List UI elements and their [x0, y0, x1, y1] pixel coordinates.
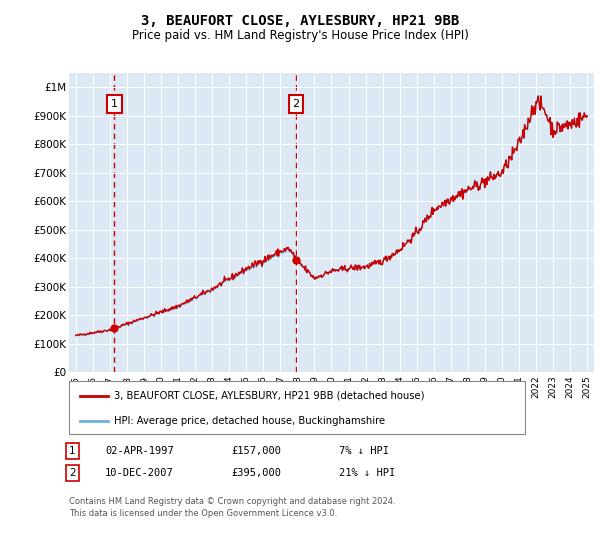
Text: 10-DEC-2007: 10-DEC-2007 — [105, 468, 174, 478]
Text: Contains HM Land Registry data © Crown copyright and database right 2024.
This d: Contains HM Land Registry data © Crown c… — [69, 497, 395, 518]
Text: 02-APR-1997: 02-APR-1997 — [105, 446, 174, 456]
Text: 2: 2 — [292, 99, 299, 109]
Text: HPI: Average price, detached house, Buckinghamshire: HPI: Average price, detached house, Buck… — [114, 416, 385, 426]
Text: Price paid vs. HM Land Registry's House Price Index (HPI): Price paid vs. HM Land Registry's House … — [131, 29, 469, 42]
Text: 1: 1 — [69, 446, 76, 456]
Text: 7% ↓ HPI: 7% ↓ HPI — [339, 446, 389, 456]
Text: £395,000: £395,000 — [231, 468, 281, 478]
Text: 3, BEAUFORT CLOSE, AYLESBURY, HP21 9BB (detached house): 3, BEAUFORT CLOSE, AYLESBURY, HP21 9BB (… — [114, 391, 425, 401]
Text: 2: 2 — [69, 468, 76, 478]
Text: £157,000: £157,000 — [231, 446, 281, 456]
Text: 1: 1 — [110, 99, 118, 109]
Text: 3, BEAUFORT CLOSE, AYLESBURY, HP21 9BB: 3, BEAUFORT CLOSE, AYLESBURY, HP21 9BB — [141, 14, 459, 28]
Text: 21% ↓ HPI: 21% ↓ HPI — [339, 468, 395, 478]
